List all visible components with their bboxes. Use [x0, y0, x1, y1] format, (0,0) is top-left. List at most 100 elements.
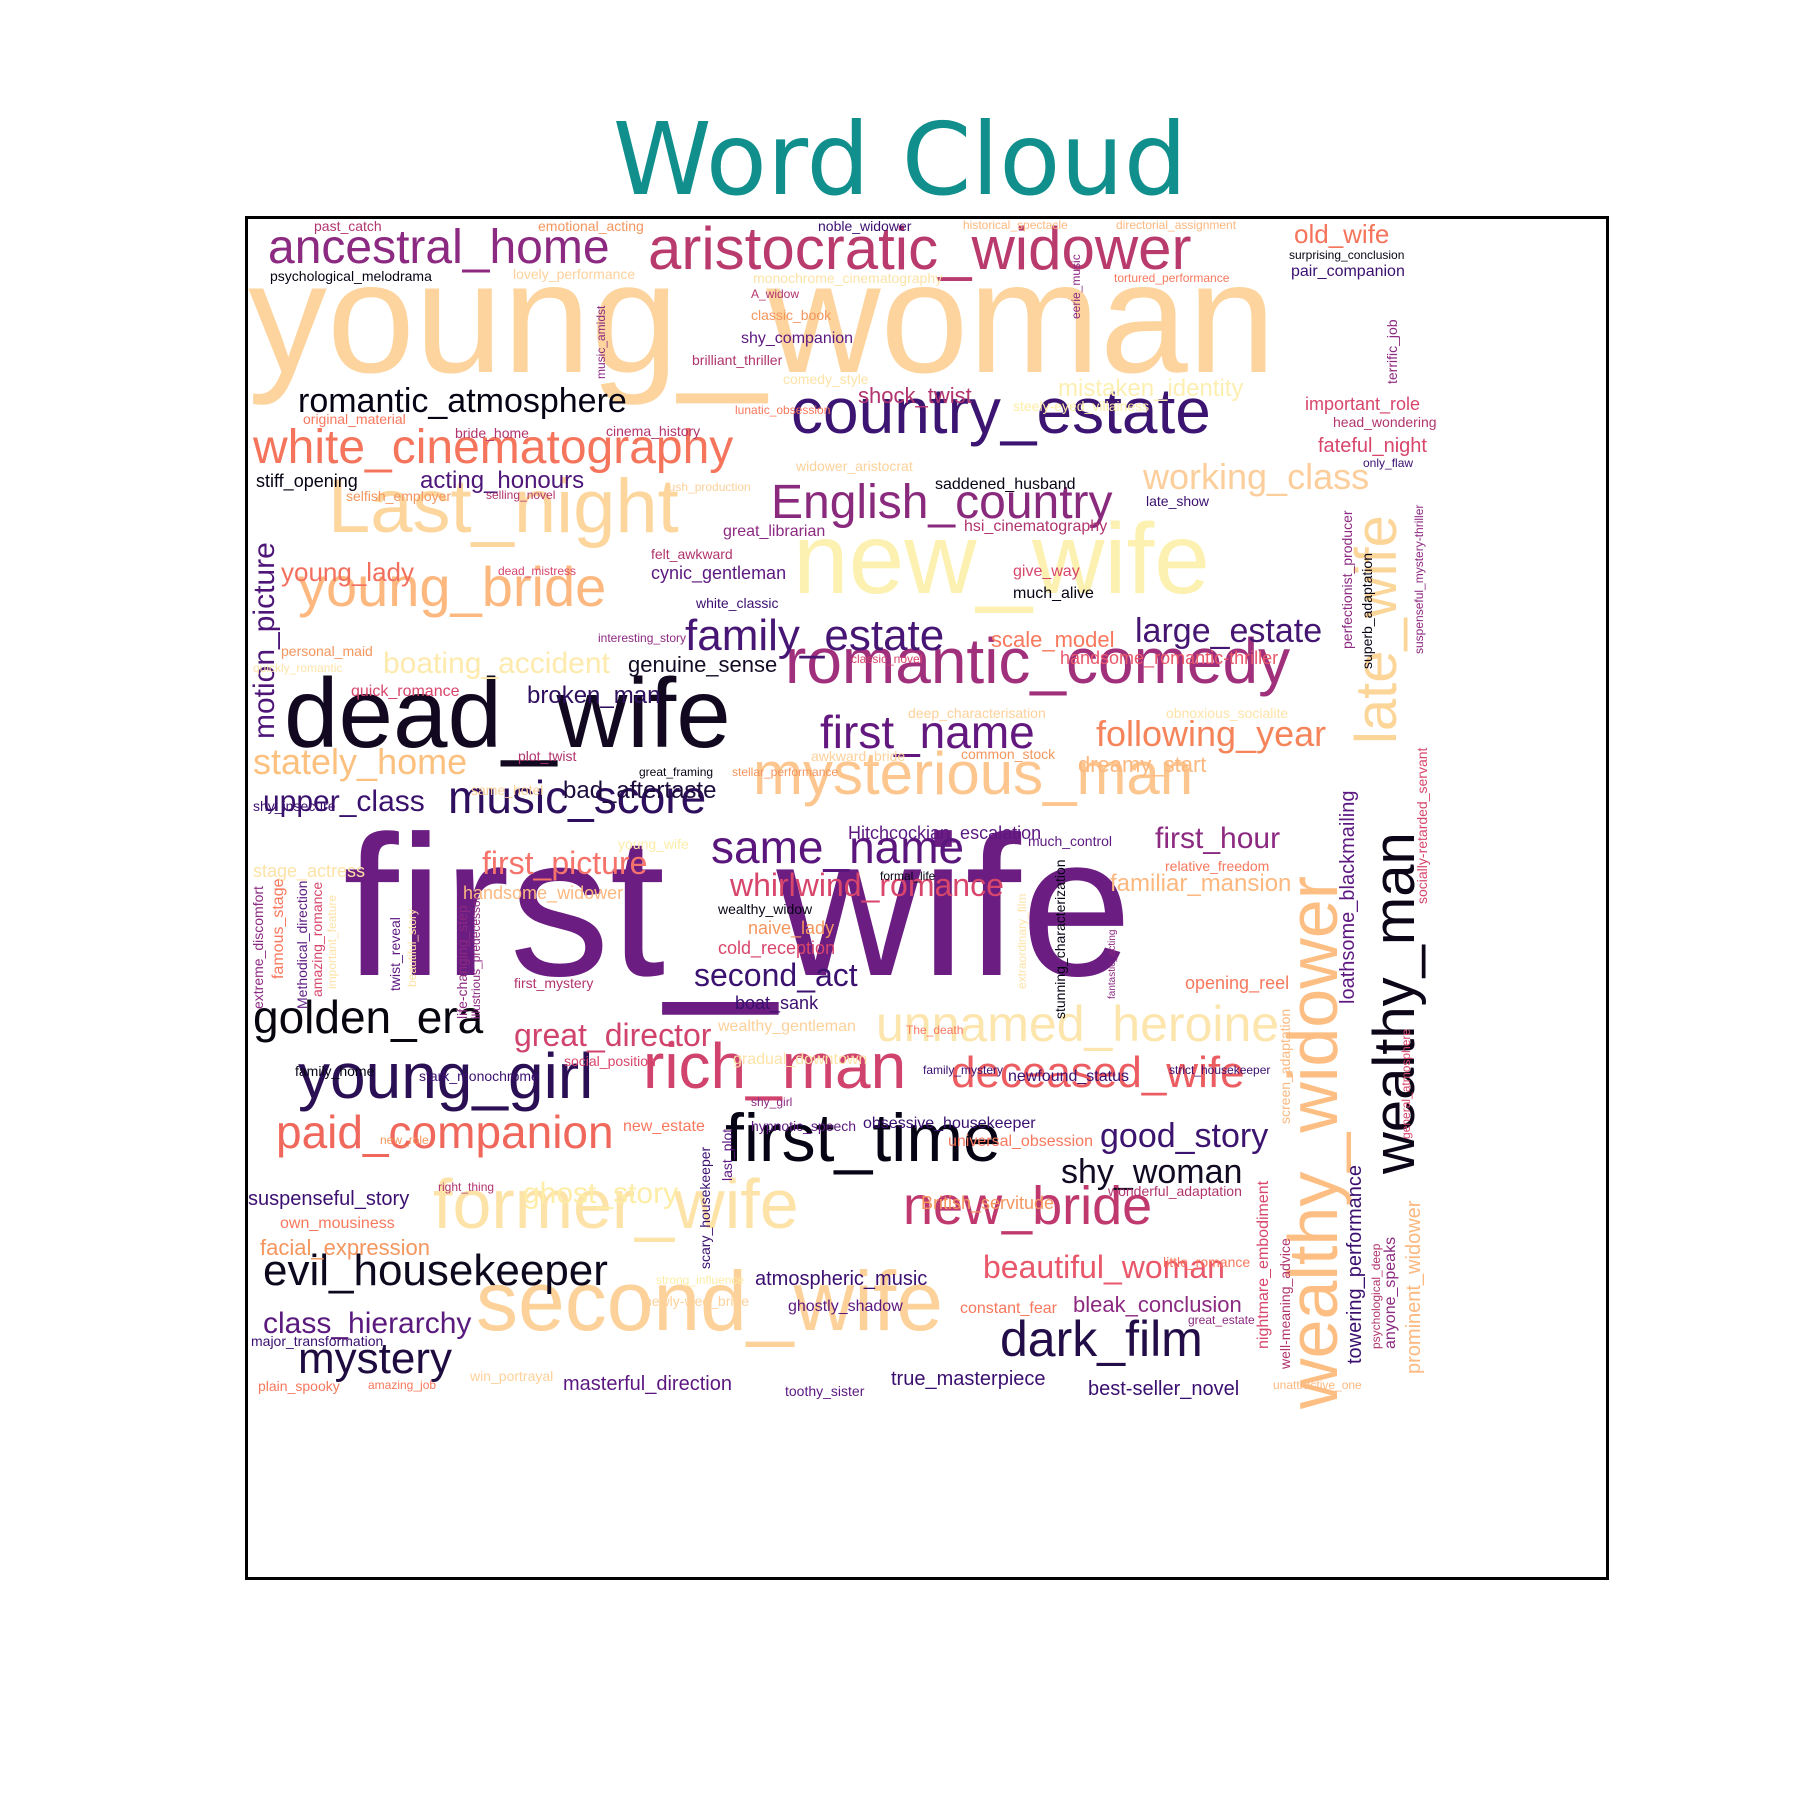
word-saddened-husband: saddened_husband — [935, 476, 1076, 493]
word-loathsome-blackmailing: loathsome_blackmailing — [1337, 790, 1359, 1004]
word-music-score: music_score — [448, 771, 707, 823]
word-second-wife: second_wife — [476, 1254, 943, 1348]
word-the-death: The_death — [906, 1023, 964, 1037]
word-late-show: late_show — [1146, 493, 1210, 509]
word-constant-fear: constant_fear — [960, 1300, 1057, 1317]
word-young-girl: young_girl — [298, 1040, 594, 1112]
word-ghostly-shadow: ghostly_shadow — [788, 1298, 903, 1315]
word-common-stock: common_stock — [961, 746, 1056, 762]
word-hypnotic-speech: hypnotic_speech — [751, 1118, 857, 1134]
word-masterful-direction: masterful_direction — [563, 1373, 732, 1395]
word-deceased-wife: deceased_wife — [951, 1048, 1245, 1097]
word-extraordinary-film: extraordinary_film — [1015, 893, 1029, 989]
word-atmospheric-music: atmospheric_music — [755, 1268, 928, 1290]
word-evil-housekeeper: evil_housekeeper — [263, 1246, 608, 1295]
word-surprising-conclusion: surprising_conclusion — [1289, 248, 1405, 262]
word-class-hierarchy: class_hierarchy — [263, 1307, 472, 1340]
word-bride-home: bride_home — [455, 425, 529, 441]
word-young-lady: young_lady — [281, 557, 414, 587]
word-new-estate: new_estate — [623, 1118, 705, 1135]
word-give-way: give_way — [1013, 563, 1080, 580]
word-much-control: much_control — [1028, 833, 1113, 849]
word-ancestral-home: ancestral_home — [268, 221, 610, 274]
word-scale-model: scale_model — [991, 627, 1115, 652]
word-interesting-story: interesting_story — [598, 631, 687, 645]
word-mystery: mystery — [298, 1334, 452, 1383]
word-towering-performance: towering_performance — [1344, 1165, 1366, 1364]
word-classic-novel: classic_novel — [851, 652, 923, 666]
word-first-mystery: first_mystery — [514, 975, 594, 991]
word-romantic-comedy: romantic_comedy — [785, 625, 1291, 697]
word-first-wife: first_wife — [343, 795, 1133, 1018]
chart-title: Word Cloud — [612, 101, 1188, 218]
word-obsessive-housekeeper: obsessive_housekeeper — [863, 1115, 1036, 1132]
word-prominent-widower: prominent_widower — [1403, 1200, 1425, 1374]
word-familiar-mansion: familiar_mansion — [1110, 870, 1292, 897]
word-white-classic: white_classic — [696, 595, 779, 611]
word-tortured-performance: tortured_performance — [1114, 271, 1230, 285]
word-shy-companion: shy_companion — [741, 330, 854, 347]
word-life-changing-step: life-changing_step — [454, 905, 470, 1019]
word-new-role: new_role — [380, 1133, 429, 1147]
word-acting-honours: acting_honours — [420, 467, 585, 494]
word-social-position: social_position — [564, 1053, 656, 1069]
word-steely-eyed-villainess: steely-eyed_villainess — [1013, 398, 1150, 414]
word-working-class: working_class — [1143, 456, 1370, 497]
word-old-wife: old_wife — [1294, 219, 1390, 249]
word-handsome-romantic-thriller: handsome_romantic-thriller — [1060, 648, 1279, 668]
word-stark-monochrome: stark_monochrome — [419, 1068, 539, 1084]
word-strong-influence: strong_influence — [656, 1273, 745, 1287]
word-second-act: second_act — [694, 957, 858, 993]
word-late-wife: late_wife — [1344, 515, 1409, 744]
word-beautiful-woman: beautiful_woman — [983, 1249, 1225, 1285]
word-relative-freedom: relative_freedom — [1165, 858, 1270, 874]
word-unattractive-one: unattractive_one — [1273, 1378, 1362, 1392]
word-suspenseful-mystery-thriller: suspenseful_mystery-thriller — [1412, 504, 1426, 654]
word-toothy-sister: toothy_sister — [785, 1383, 865, 1399]
word-bleak-conclusion: bleak_conclusion — [1073, 1292, 1242, 1317]
word-boating-accident: boating_accident — [383, 647, 610, 680]
word-historical-spectacle: historical_spectacle — [963, 218, 1068, 232]
word-cinema-history: cinema_history — [606, 423, 701, 439]
word-personal-maid: personal_maid — [281, 643, 373, 659]
word-amazing-romance: amazing_romance — [309, 881, 325, 997]
word-brilliant-thriller: brilliant_thriller — [692, 352, 783, 368]
word-young-bride: young_bride — [298, 555, 607, 618]
word-genuine-sense: genuine_sense — [628, 652, 778, 677]
word-scary-housekeeper: scary_housekeeper — [697, 1146, 713, 1269]
word-english-country: English_country — [771, 476, 1113, 529]
word-beautiful-story: beautiful_story — [405, 908, 419, 987]
word-wonderful-adaptation: wonderful_adaptation — [1108, 1183, 1242, 1199]
word-wealthy-gentleman: wealthy_gentleman — [718, 1018, 856, 1035]
word-young-woman: young_woman — [248, 230, 1276, 406]
word-gradual-downtown: gradual_downtown — [733, 1051, 868, 1068]
word-handsome-widower: handsome_widower — [463, 883, 624, 903]
word-paid-companion: paid_companion — [276, 1106, 614, 1158]
word-famous-stage: famous_stage — [270, 878, 287, 979]
word-general-atmosphere: general_atmosphere — [1399, 1028, 1413, 1139]
word-emotional-acting: emotional_acting — [538, 218, 644, 234]
word-cold-reception: cold_reception — [718, 938, 836, 958]
word-large-estate: large_estate — [1135, 612, 1323, 650]
word-plot-twist: plot_twist — [518, 748, 577, 764]
word-bad-aftertaste: bad_aftertaste — [563, 777, 717, 804]
word-new-bride: new_bride — [903, 1176, 1153, 1236]
word-head-wondering: head_wondering — [1333, 414, 1437, 430]
word-classic-book: classic_book — [751, 307, 832, 323]
word-stately-home: stately_home — [253, 741, 468, 782]
word-important-feature: important_feature — [325, 894, 339, 989]
word-golden-era: golden_era — [253, 991, 484, 1043]
word-lunatic-obsession: lunatic_obsession — [735, 403, 831, 417]
word-shy-woman: shy_woman — [1061, 1153, 1243, 1191]
word-last-night: Last_night — [328, 464, 679, 549]
word-much-alive: much_alive — [1013, 585, 1094, 602]
word-true-masterpiece: true_masterpiece — [891, 1368, 1046, 1390]
word-ghost-story: ghost_story — [523, 1177, 679, 1210]
word-unnamed-heroine: unnamed_heroine — [876, 996, 1280, 1052]
word-universal-obsession: universal_obsession — [948, 1133, 1093, 1150]
word-formal-life: formal_life — [880, 869, 936, 883]
word-great-director: great_director — [514, 1017, 712, 1053]
word-comedy-style: comedy_style — [783, 371, 869, 387]
word-family-estate: family_estate — [685, 611, 945, 660]
word-superb-adaptation: superb_adaptation — [1359, 553, 1375, 669]
